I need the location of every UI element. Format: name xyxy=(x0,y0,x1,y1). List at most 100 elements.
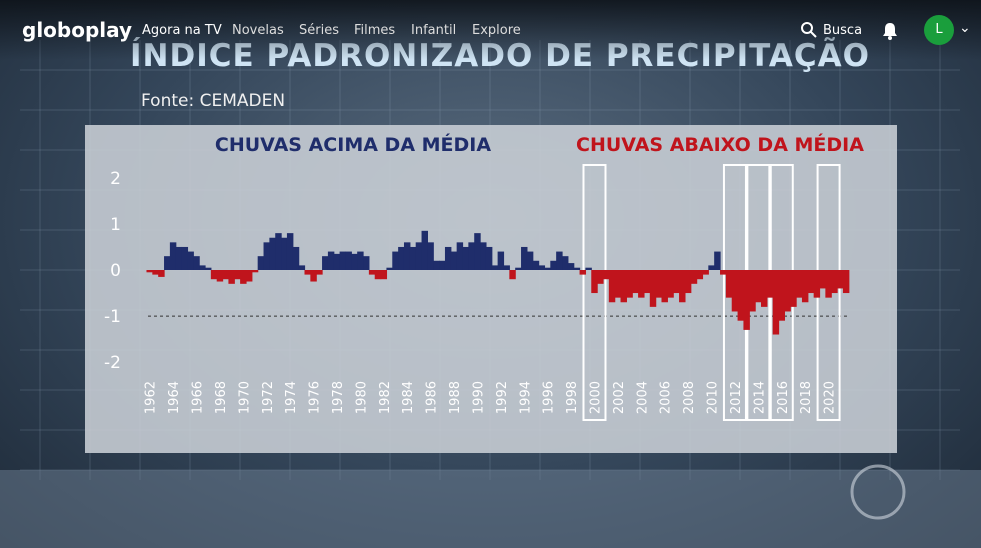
logo[interactable]: globoplay xyxy=(22,18,133,42)
nav-item[interactable]: Séries xyxy=(299,23,339,38)
bar xyxy=(784,270,791,312)
y-tick-label: -2 xyxy=(104,353,121,373)
nav-bar: globoplay Agora na TV Novelas Séries Fil… xyxy=(0,0,981,60)
bar xyxy=(304,270,311,275)
bar xyxy=(819,270,826,289)
bar xyxy=(503,265,510,270)
bar xyxy=(240,270,247,284)
x-tick-label: 1972 xyxy=(261,381,276,414)
bar xyxy=(626,270,633,298)
x-tick-label: 1966 xyxy=(191,381,206,414)
x-tick-label: 2012 xyxy=(729,381,744,414)
x-tick-label: 2006 xyxy=(659,381,674,414)
bar xyxy=(673,270,680,294)
x-tick-label: 2002 xyxy=(612,381,627,414)
bar xyxy=(392,251,399,270)
bar xyxy=(796,270,803,298)
x-tick-label: 2000 xyxy=(588,381,603,414)
bar xyxy=(263,242,270,270)
x-tick-label: 1982 xyxy=(378,381,393,414)
bar xyxy=(269,237,276,270)
x-tick-label: 1990 xyxy=(471,381,486,414)
x-tick-label: 1978 xyxy=(331,381,346,414)
bar xyxy=(351,253,358,270)
bar xyxy=(801,270,809,303)
y-tick-label: -1 xyxy=(104,307,121,327)
bar xyxy=(205,267,212,270)
x-tick-label: 1974 xyxy=(284,381,299,414)
bar xyxy=(427,242,434,270)
menu-caret[interactable]: ⌄ xyxy=(959,20,971,36)
bar xyxy=(456,242,464,270)
bar xyxy=(327,251,335,270)
bar xyxy=(696,270,704,280)
y-tick-label: 0 xyxy=(110,261,121,281)
bar xyxy=(766,270,774,298)
bar xyxy=(286,233,294,270)
bar xyxy=(597,270,604,284)
bar xyxy=(684,270,692,294)
bar xyxy=(380,270,388,280)
bar xyxy=(608,270,616,303)
bar xyxy=(216,270,224,282)
bar xyxy=(614,270,622,298)
bar xyxy=(480,242,487,270)
bar xyxy=(485,246,493,270)
x-tick-label: 1992 xyxy=(495,381,510,414)
x-tick-label: 1970 xyxy=(237,381,252,414)
search[interactable]: Busca xyxy=(823,23,863,38)
bar xyxy=(526,251,534,270)
search-icon[interactable] xyxy=(800,21,820,41)
nav-item[interactable]: Filmes xyxy=(354,23,396,38)
x-tick-label: 2018 xyxy=(799,381,814,414)
bar xyxy=(398,246,405,270)
bar xyxy=(778,270,785,321)
bar xyxy=(585,267,592,270)
bar xyxy=(497,251,505,270)
bar xyxy=(731,270,739,312)
bar xyxy=(562,256,569,270)
bar xyxy=(831,270,838,294)
x-tick-label: 2016 xyxy=(776,381,791,414)
bar xyxy=(251,270,259,273)
bar xyxy=(462,246,469,270)
nav-item[interactable]: Novelas xyxy=(232,23,284,38)
bar xyxy=(146,270,153,273)
bar xyxy=(421,230,428,270)
avatar[interactable]: L xyxy=(924,15,954,45)
x-tick-label: 1988 xyxy=(448,381,463,414)
bar xyxy=(544,267,551,270)
x-tick-label: 1984 xyxy=(401,381,416,414)
bar xyxy=(620,270,627,303)
bar xyxy=(602,270,610,280)
bar xyxy=(474,233,481,270)
bar xyxy=(199,265,206,270)
bar xyxy=(491,265,499,270)
x-tick-label: 1976 xyxy=(308,381,323,414)
bar xyxy=(643,270,651,294)
bar xyxy=(187,251,194,270)
bar xyxy=(357,251,364,270)
bar xyxy=(234,270,241,280)
bar xyxy=(468,242,475,270)
annotation: CHUVAS ACIMA DA MÉDIA xyxy=(215,133,491,156)
bar xyxy=(158,270,165,277)
bar xyxy=(275,233,282,270)
bar xyxy=(210,270,218,280)
bell-icon[interactable] xyxy=(882,22,898,40)
nav-item[interactable]: Infantil xyxy=(411,23,457,38)
bar xyxy=(345,251,352,270)
bar xyxy=(743,270,750,330)
nav-item[interactable]: Agora na TV xyxy=(142,23,222,38)
bar xyxy=(257,256,265,270)
bar xyxy=(245,270,253,282)
bar xyxy=(298,265,306,270)
nav-item[interactable]: Explore xyxy=(472,23,521,38)
bar xyxy=(813,270,821,298)
bar xyxy=(737,270,745,321)
bar xyxy=(281,237,288,270)
bar xyxy=(228,270,235,284)
bar xyxy=(790,270,797,307)
bar xyxy=(316,270,323,275)
x-tick-label: 2008 xyxy=(682,381,697,414)
